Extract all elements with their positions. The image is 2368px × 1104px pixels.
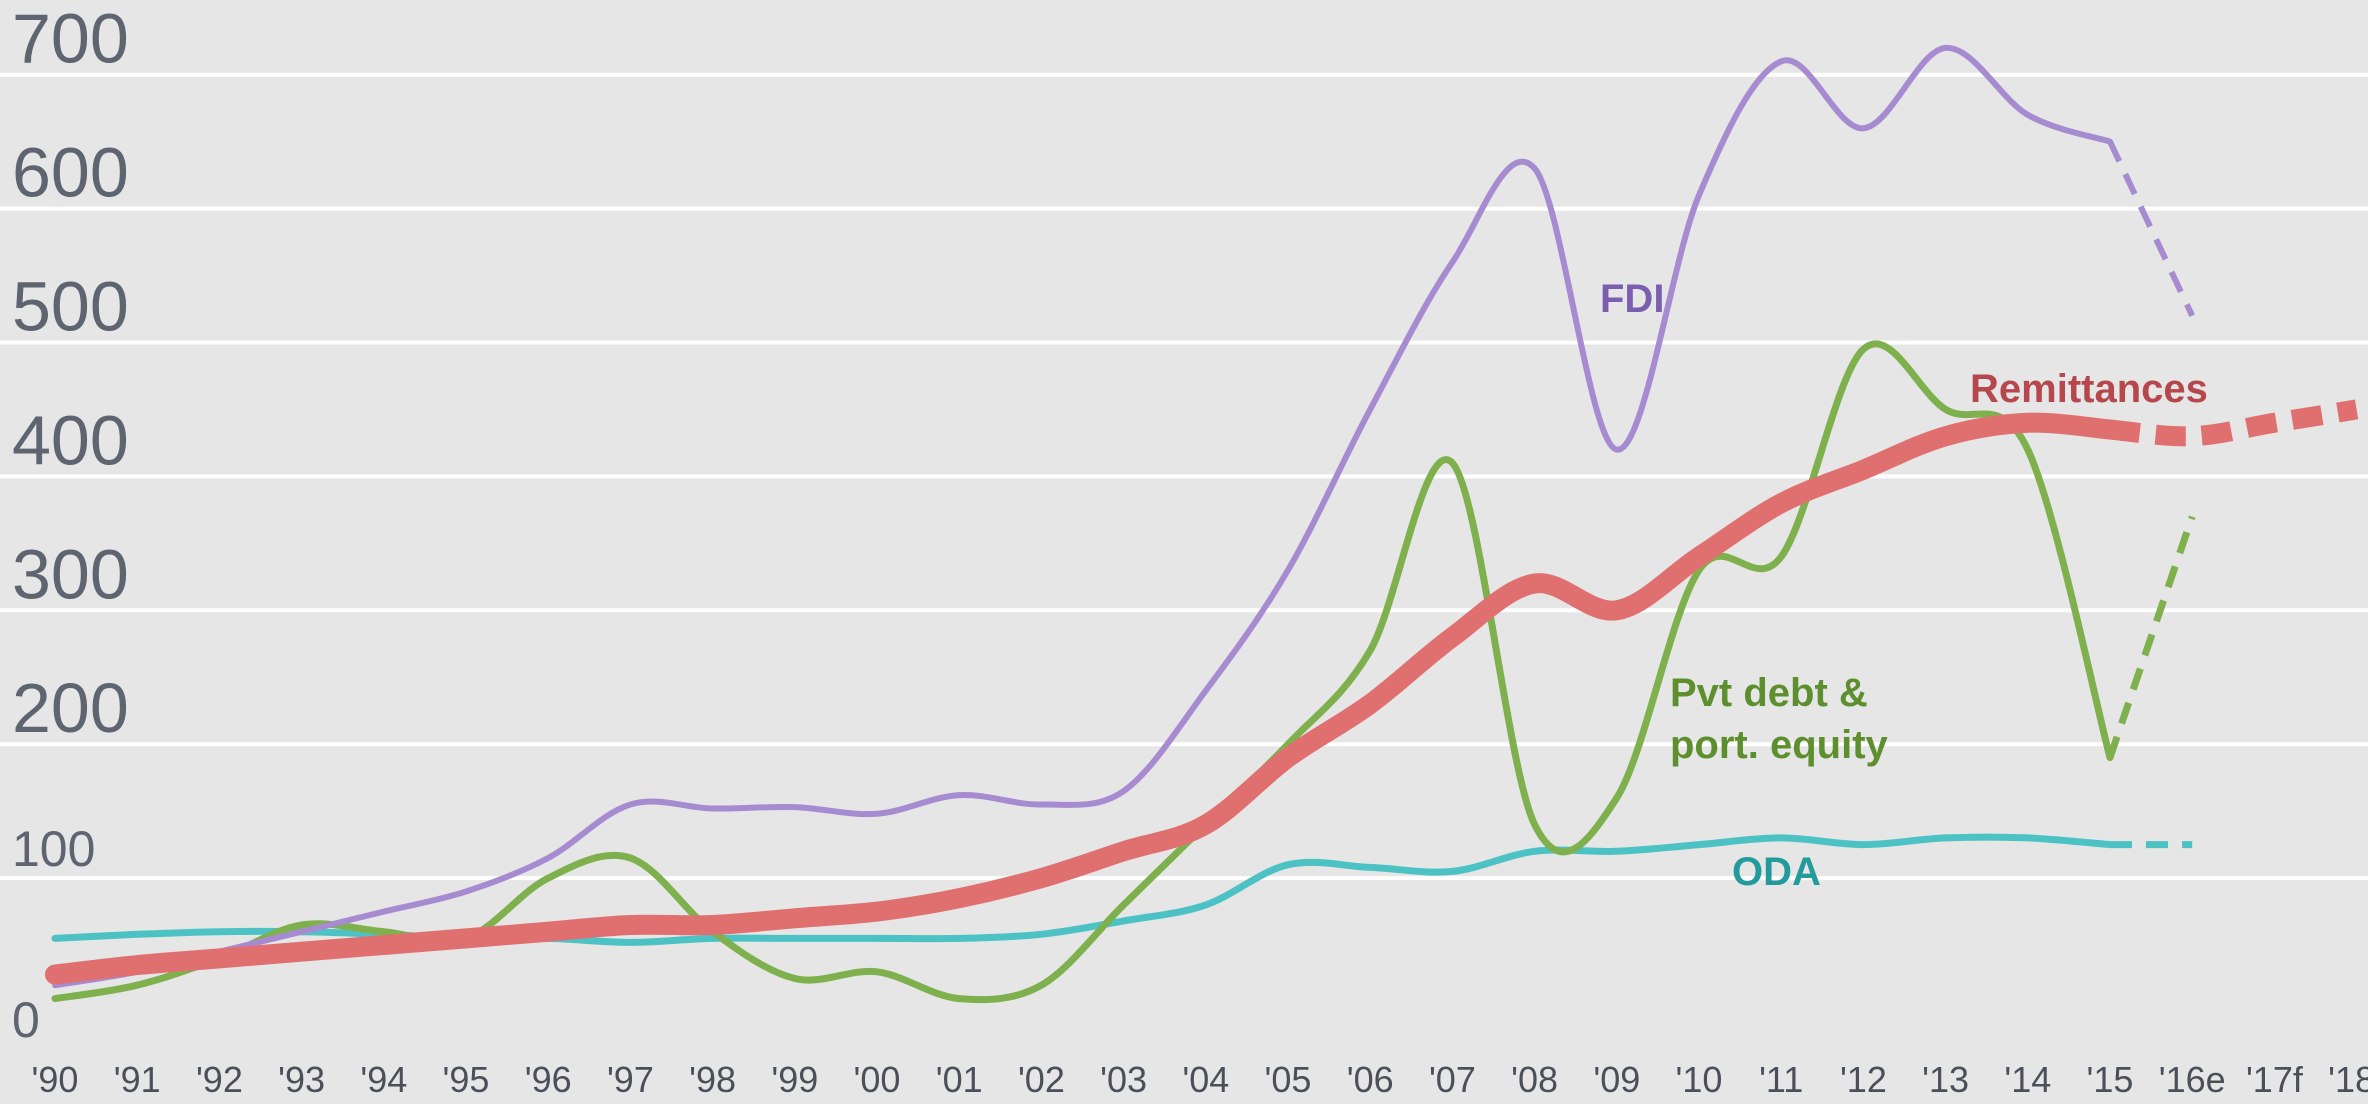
x-tick-label: '15 xyxy=(2087,1059,2134,1100)
y-tick-label: 600 xyxy=(12,134,129,212)
series-projection-fdi xyxy=(2107,140,2195,317)
gridlines xyxy=(0,72,2368,881)
x-tick-label: '10 xyxy=(1676,1059,1723,1100)
x-tick-label: '99 xyxy=(771,1059,818,1100)
series-line-remittances xyxy=(45,412,2120,985)
y-tick-label: 100 xyxy=(12,821,95,877)
x-tick-label: '18f xyxy=(2328,1059,2368,1100)
y-tick-label: 700 xyxy=(12,0,129,78)
x-tick-label: '92 xyxy=(196,1059,243,1100)
x-tick-label: '11 xyxy=(1759,1059,1803,1100)
x-tick-label: '02 xyxy=(1018,1059,1065,1100)
y-tick-label: 400 xyxy=(12,401,129,479)
y-tick-label: 300 xyxy=(12,535,129,613)
x-tick-label: '06 xyxy=(1347,1059,1394,1100)
x-tick-label: '09 xyxy=(1593,1059,1640,1100)
x-tick-label: '16e xyxy=(2159,1059,2226,1100)
series-lines xyxy=(45,44,2359,1004)
x-tick-label: '91 xyxy=(114,1059,161,1100)
x-tick-label: '07 xyxy=(1429,1059,1476,1100)
series-projection-pvt-debt-port-equity xyxy=(2106,515,2196,759)
series-projection-remittances xyxy=(2109,399,2359,447)
series-labels: FDI Remittances Pvt debt & port. equity ODA xyxy=(1600,277,2208,894)
x-tick-label: '96 xyxy=(525,1059,572,1100)
x-tick-label: '03 xyxy=(1100,1059,1147,1100)
series-label-pvt-debt-port-equity: port. equity xyxy=(1670,723,1889,767)
y-tick-label: 500 xyxy=(12,268,129,346)
x-tick-label: '17f xyxy=(2246,1059,2304,1100)
series-label-remittances: Remittances xyxy=(1970,367,2208,411)
x-tick-label: '13 xyxy=(1922,1059,1969,1100)
y-tick-label: 200 xyxy=(12,669,129,747)
series-label-oda: ODA xyxy=(1732,850,1821,894)
x-tick-label: '98 xyxy=(689,1059,736,1100)
y-tick-label: 0 xyxy=(12,992,40,1048)
x-tick-label: '97 xyxy=(607,1059,654,1100)
x-tick-label: '05 xyxy=(1265,1059,1312,1100)
x-tick-label: '94 xyxy=(360,1059,407,1100)
series-label-fdi: FDI xyxy=(1600,277,1664,321)
x-tick-label: '08 xyxy=(1511,1059,1558,1100)
series-line-fdi xyxy=(52,44,2113,989)
x-tick-label: '14 xyxy=(2004,1059,2051,1100)
x-tick-label: '90 xyxy=(32,1059,79,1100)
x-tick-label: '00 xyxy=(854,1059,901,1100)
x-tick-label: '12 xyxy=(1840,1059,1887,1100)
y-axis-ticks: 0 100 200 300 400 500 600 700 xyxy=(12,0,129,1048)
series-label-pvt-debt-port-equity: Pvt debt & xyxy=(1670,671,1868,715)
x-tick-label: '01 xyxy=(936,1059,983,1100)
x-axis-ticks: '90 '91 '92 '93 '94 '95 '96 '97 '98 '99 '00 '01 '02 '… xyxy=(32,1059,2368,1100)
x-tick-label: '95 xyxy=(443,1059,490,1100)
x-tick-label: '04 xyxy=(1182,1059,1229,1100)
x-tick-label: '93 xyxy=(278,1059,325,1100)
